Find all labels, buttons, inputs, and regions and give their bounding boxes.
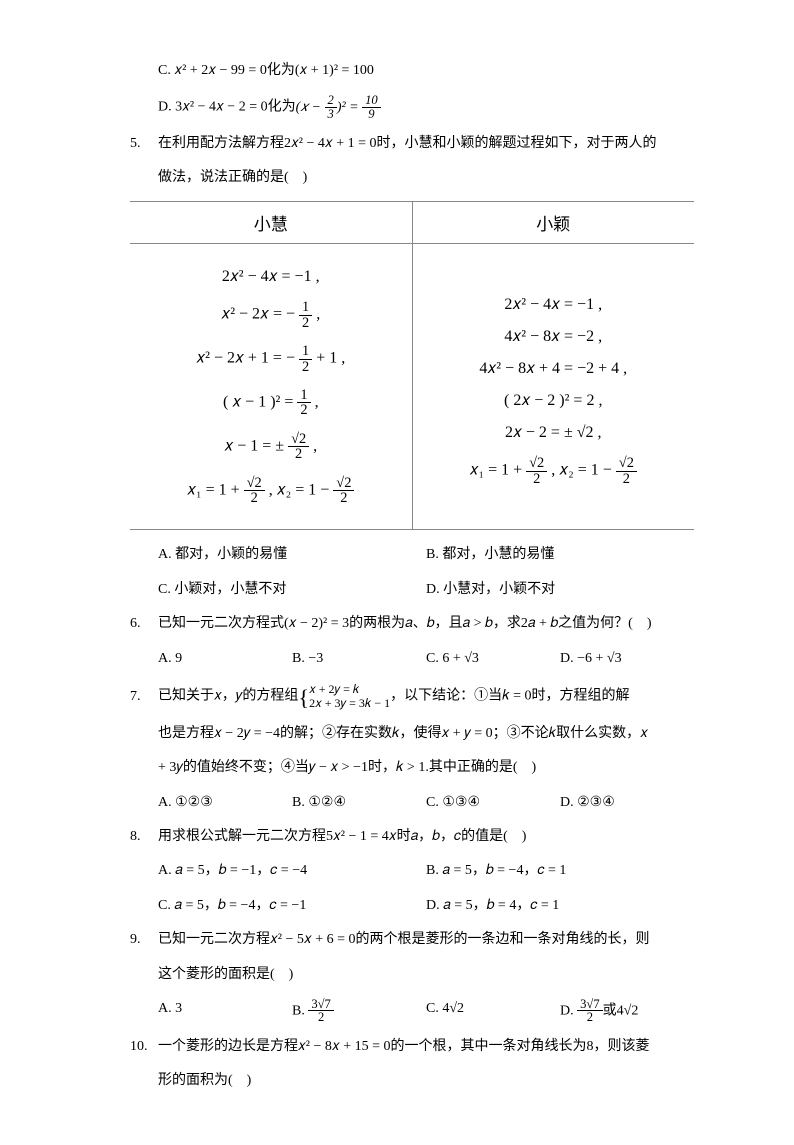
q8-option-a: A. 𝑎 = 5，𝑏 = −1，𝑐 = −4 (158, 860, 426, 882)
question-9: 9.已知一元二次方程𝑥² − 5𝑥 + 6 = 0的两个根是菱形的一条边和一条对… (130, 929, 694, 951)
q9-option-b: B. 3√72 (292, 998, 426, 1024)
q9-option-a: A. 3 (158, 998, 292, 1024)
q7-option-d: D. ②③④ (560, 792, 694, 814)
question-6: 6.已知一元二次方程式(𝑥 − 2)² = 3的两根为𝑎、𝑏，且𝑎 > 𝑏，求2… (130, 613, 694, 635)
q6-option-c: C. 6 + √3 (426, 648, 560, 670)
q6-options: A. 9 B. −3 C. 6 + √3 D. −6 + √3 (130, 648, 694, 670)
q7-options: A. ①②③ B. ①②④ C. ①③④ D. ②③④ (130, 792, 694, 814)
table-cell-ying: 2𝑥² − 4𝑥 = −1 , 4𝑥² − 8𝑥 = −2 , 4𝑥² − 8𝑥… (412, 244, 694, 530)
question-7-cont1: 也是方程𝑥 − 2𝑦 = −4的解；②存在实数𝑘，使得𝑥 + 𝑦 = 0；③不论… (130, 723, 694, 745)
question-5-cont: 做法，说法正确的是( ) (130, 167, 694, 189)
question-10-cont: 形的面积为( ) (130, 1070, 694, 1092)
table-header-hui: 小慧 (130, 202, 412, 244)
solution-table: 小慧 小颖 2𝑥² − 4𝑥 = −1 , 𝑥² − 2𝑥 = − 12 , 𝑥… (130, 201, 694, 530)
question-7-cont2: + 3𝑦的值始终不变；④当𝑦 − 𝑥 > −1时，𝑘 > 1.其中正确的是( ) (130, 757, 694, 779)
table-cell-hui: 2𝑥² − 4𝑥 = −1 , 𝑥² − 2𝑥 = − 12 , 𝑥² − 2𝑥… (130, 244, 412, 530)
q9-option-c: C. 4√2 (426, 998, 560, 1024)
question-5: 5.在利用配方法解方程2𝑥² − 4𝑥 + 1 = 0时，小慧和小颖的解题过程如… (130, 133, 694, 155)
question-7: 7.已知关于𝑥，𝑦的方程组{𝑥 + 2𝑦 = 𝑘2𝑥 + 3𝑦 = 3𝑘 − 1… (130, 682, 694, 711)
q7-option-b: B. ①②④ (292, 792, 426, 814)
q5-options-row2: C. 小颖对，小慧不对 D. 小慧对，小颖不对 (130, 579, 694, 601)
prev-option-c: C. 𝑥² + 2𝑥 − 99 = 0化为(𝑥 + 1)² = 100 (130, 60, 694, 82)
q8-options-row2: C. 𝑎 = 5，𝑏 = −4，𝑐 = −1 D. 𝑎 = 5，𝑏 = 4，𝑐 … (130, 895, 694, 917)
prev-option-d: D. 3𝑥² − 4𝑥 − 2 = 0化为(𝑥 − 23)² = 109 (130, 94, 694, 120)
q8-options-row1: A. 𝑎 = 5，𝑏 = −1，𝑐 = −4 B. 𝑎 = 5，𝑏 = −4，𝑐… (130, 860, 694, 882)
q5-option-b: B. 都对，小慧的易懂 (426, 544, 694, 566)
q8-option-d: D. 𝑎 = 5，𝑏 = 4，𝑐 = 1 (426, 895, 694, 917)
q8-option-b: B. 𝑎 = 5，𝑏 = −4，𝑐 = 1 (426, 860, 694, 882)
question-8: 8.用求根公式解一元二次方程5𝑥² − 1 = 4𝑥时𝑎，𝑏，𝑐的值是( ) (130, 826, 694, 848)
q5-option-c: C. 小颖对，小慧不对 (158, 579, 426, 601)
q9-options: A. 3 B. 3√72 C. 4√2 D. 3√72或4√2 (130, 998, 694, 1024)
q6-option-b: B. −3 (292, 648, 426, 670)
q6-option-d: D. −6 + √3 (560, 648, 694, 670)
question-10: 10.一个菱形的边长是方程𝑥² − 8𝑥 + 15 = 0的一个根，其中一条对角… (130, 1036, 694, 1058)
question-9-cont: 这个菱形的面积是( ) (130, 964, 694, 986)
q7-option-c: C. ①③④ (426, 792, 560, 814)
q7-option-a: A. ①②③ (158, 792, 292, 814)
q5-option-d: D. 小慧对，小颖不对 (426, 579, 694, 601)
q9-option-d: D. 3√72或4√2 (560, 998, 694, 1024)
q5-option-a: A. 都对，小颖的易懂 (158, 544, 426, 566)
table-header-ying: 小颖 (412, 202, 694, 244)
q6-option-a: A. 9 (158, 648, 292, 670)
q5-options-row1: A. 都对，小颖的易懂 B. 都对，小慧的易懂 (130, 544, 694, 566)
q8-option-c: C. 𝑎 = 5，𝑏 = −4，𝑐 = −1 (158, 895, 426, 917)
